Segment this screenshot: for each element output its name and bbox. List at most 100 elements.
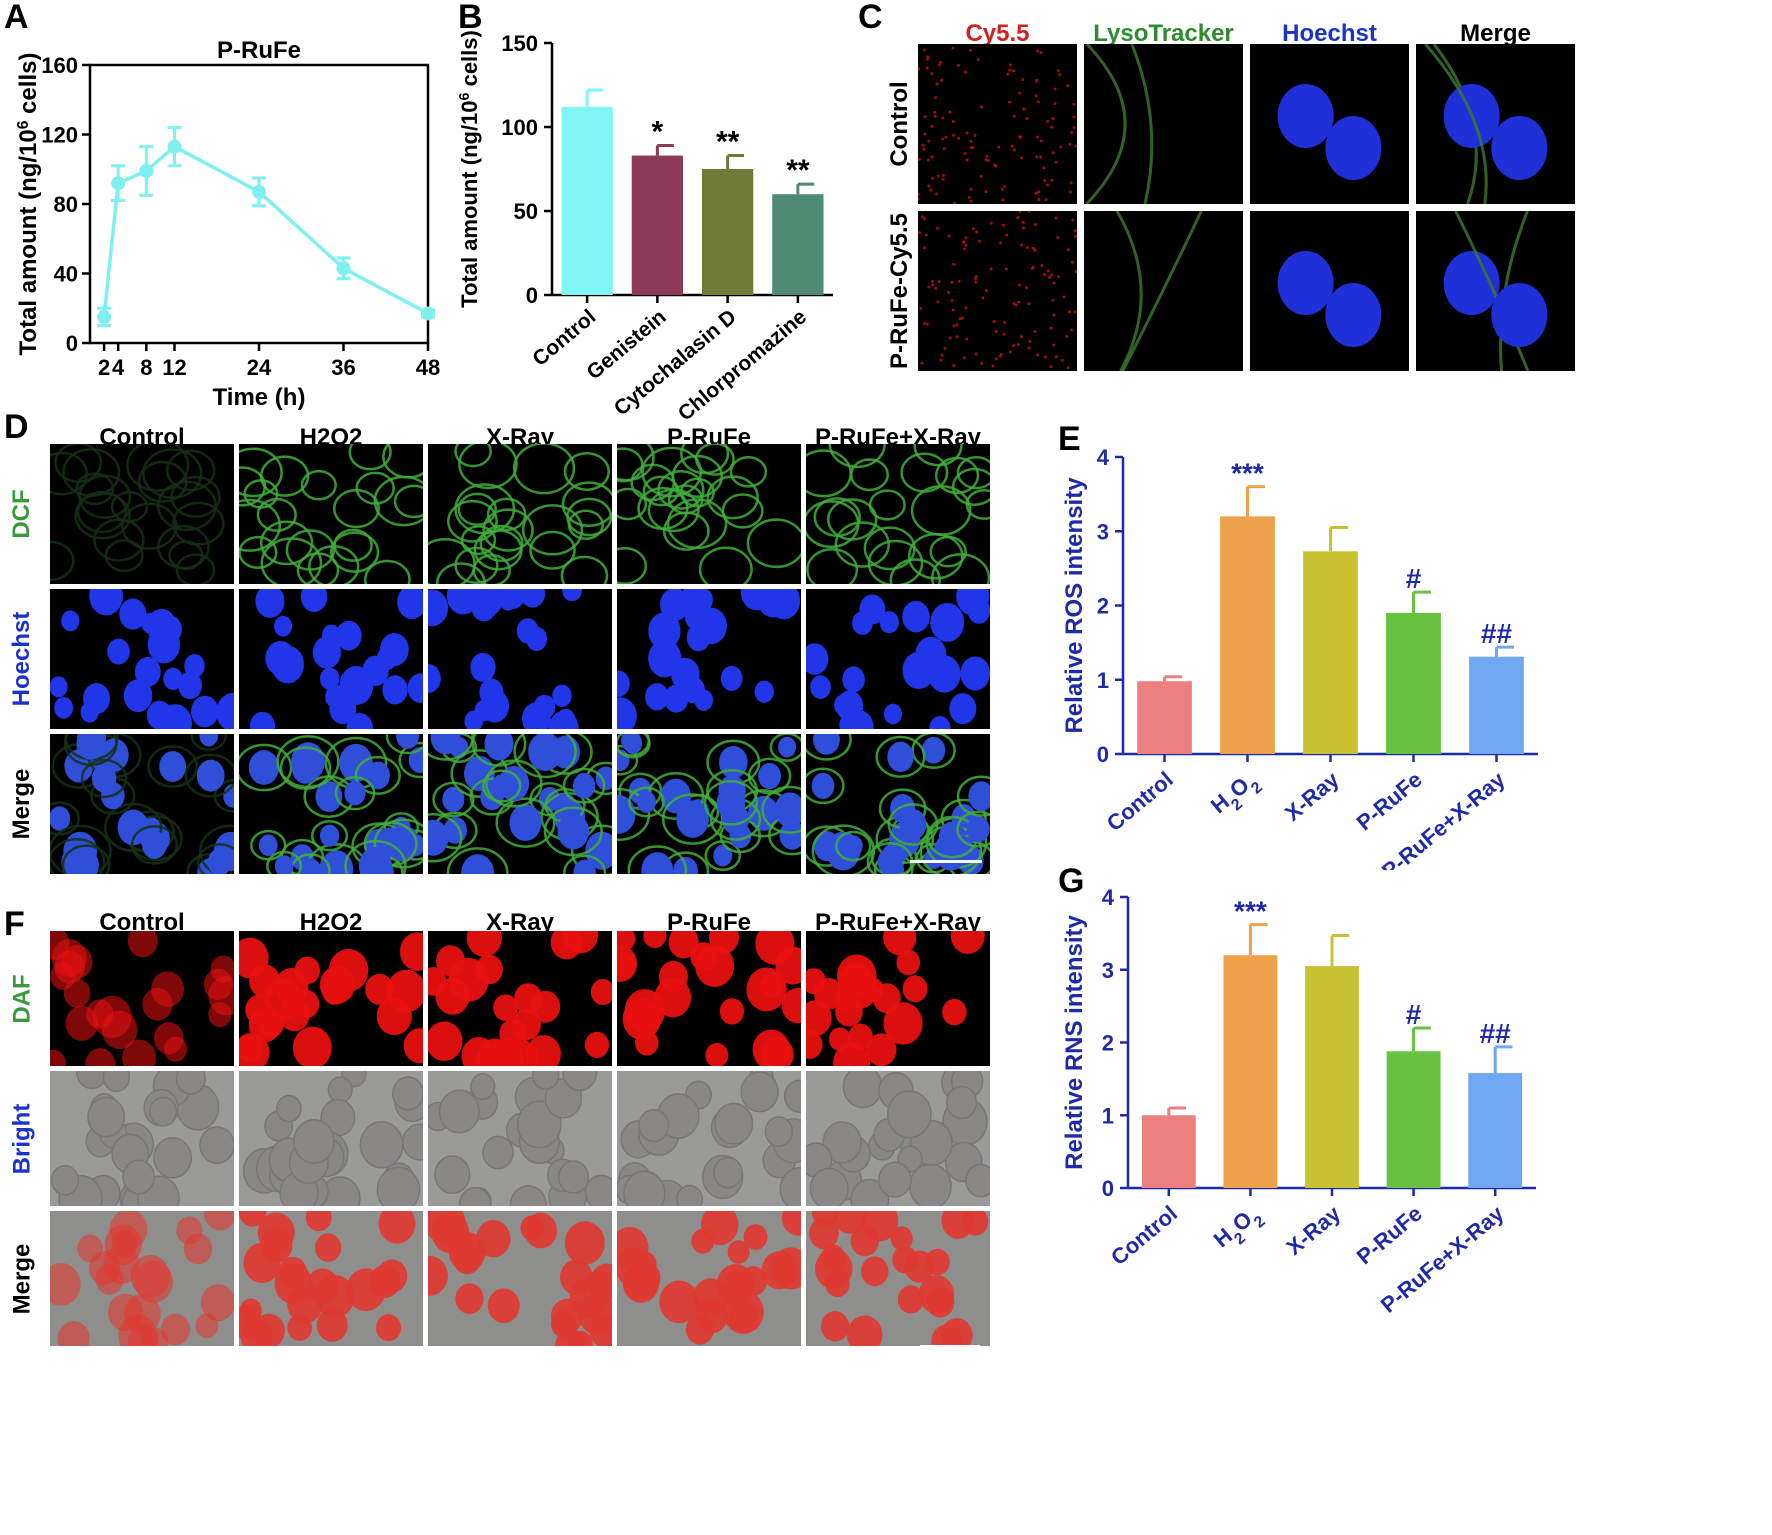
red-speck — [1072, 126, 1076, 130]
cell-membrane — [239, 466, 267, 507]
micrograph-tile — [617, 931, 801, 1066]
y-tick-label: 0 — [1102, 1176, 1114, 1201]
red-speck — [1005, 233, 1009, 237]
row-label: DAF — [8, 973, 35, 1024]
red-speck — [1046, 119, 1050, 123]
red-speck — [929, 188, 933, 192]
red-speck — [1004, 267, 1008, 271]
red-cell — [866, 1033, 897, 1066]
cell-membrane — [867, 539, 924, 584]
cell-nucleus — [163, 667, 183, 691]
cell-nucleus — [921, 736, 946, 764]
cell-membrane — [473, 529, 523, 571]
red-speck — [962, 240, 966, 244]
red-speck — [1008, 63, 1012, 67]
red-speck — [923, 115, 927, 119]
cell-nucleus — [61, 610, 80, 632]
red-cell — [245, 994, 274, 1025]
red-speck — [1059, 145, 1063, 149]
red-speck — [1003, 185, 1007, 189]
cell-membrane — [863, 526, 916, 571]
cell-nucleus — [461, 854, 495, 874]
red-speck — [971, 145, 975, 149]
red-speck — [918, 231, 922, 235]
significance-mark: ## — [1480, 1018, 1512, 1049]
x-tick-label: P-RuFe — [1352, 767, 1427, 836]
x-tick-label: 12 — [162, 355, 186, 380]
red-speck — [950, 280, 954, 284]
red-speck — [992, 320, 996, 324]
cell-membrane — [364, 559, 411, 584]
x-tick-label: X-Ray — [1280, 766, 1344, 826]
cell-membrane — [666, 498, 728, 550]
cell-membrane — [373, 818, 423, 869]
red-speck — [952, 262, 956, 266]
cell-membrane — [175, 553, 216, 584]
red-cell — [466, 931, 502, 957]
x-tick-label: 36 — [331, 355, 355, 380]
red-cell — [50, 1262, 81, 1306]
cell-nucleus — [887, 741, 914, 773]
cell-nucleus — [117, 809, 149, 846]
red-speck — [981, 296, 985, 300]
cell-membrane — [563, 854, 607, 874]
red-cell — [896, 949, 921, 976]
red-cell — [850, 1225, 879, 1257]
red-speck — [1052, 343, 1056, 347]
red-speck — [1054, 355, 1058, 359]
red-speck — [922, 246, 926, 250]
red-cell — [293, 989, 320, 1019]
red-cell — [436, 945, 465, 977]
red-cell — [435, 977, 470, 1015]
cell-nucleus — [397, 589, 423, 620]
red-cell — [524, 1212, 558, 1249]
cell-nucleus — [930, 602, 965, 642]
red-speck — [1046, 183, 1050, 187]
cell-nucleus — [80, 701, 99, 723]
significance-mark: ## — [1481, 618, 1513, 649]
bright-cell — [945, 1085, 978, 1120]
cell-nucleus — [255, 589, 285, 618]
micrograph-tile — [806, 444, 990, 584]
red-speck — [1035, 78, 1039, 82]
red-speck — [973, 133, 977, 137]
micrograph-tile — [50, 1211, 234, 1346]
red-speck — [997, 145, 1001, 149]
y-axis-label: Total amount (ng/106 cells) — [15, 53, 43, 356]
red-speck — [1046, 269, 1050, 273]
bright-cell — [676, 1184, 704, 1206]
red-speck — [1036, 353, 1040, 357]
bar-control — [561, 106, 613, 295]
red-speck — [1033, 248, 1037, 252]
red-speck — [941, 174, 945, 178]
red-cell — [617, 931, 636, 951]
cell-nucleus — [552, 684, 572, 707]
red-speck — [963, 70, 967, 74]
cell-nucleus — [720, 665, 743, 691]
red-cell — [926, 1286, 955, 1318]
micrograph-tile — [428, 589, 612, 729]
red-speck — [1017, 283, 1021, 287]
cell-membrane — [826, 498, 878, 541]
cell-membrane — [239, 447, 283, 498]
red-speck — [993, 163, 997, 167]
red-speck — [952, 324, 956, 328]
x-axis-label: Time (h) — [213, 384, 306, 411]
red-speck — [980, 361, 984, 365]
cell-membrane — [627, 845, 688, 874]
cell-nucleus — [319, 667, 340, 690]
red-speck — [984, 288, 988, 292]
cell-nucleus — [595, 766, 612, 791]
red-speck — [1030, 267, 1034, 271]
red-cell — [134, 1260, 174, 1303]
bar-x-ray — [1305, 966, 1359, 1188]
red-speck — [942, 147, 946, 151]
red-speck — [1012, 69, 1016, 73]
significance-mark: * — [652, 115, 664, 148]
scale-bar — [910, 860, 982, 863]
bar-p-rufe — [1386, 612, 1441, 754]
red-cell — [883, 931, 917, 956]
y-tick-label: 50 — [514, 199, 538, 224]
bright-cell — [842, 1071, 883, 1109]
red-cell — [292, 1026, 332, 1066]
